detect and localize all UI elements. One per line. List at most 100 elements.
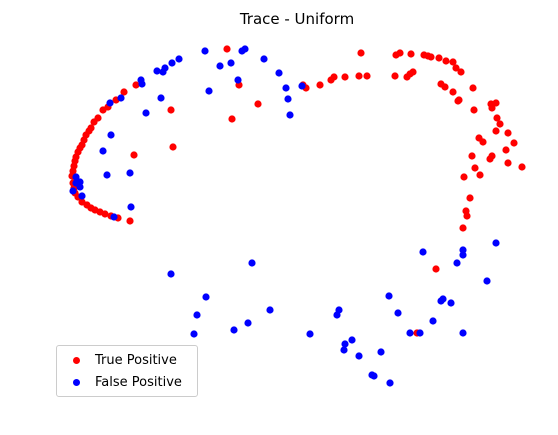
false-positive-point [341, 340, 349, 348]
false-positive-point [453, 259, 461, 267]
false-positive-point [429, 317, 437, 325]
legend-entry-false-positive: False Positive [63, 371, 191, 393]
true-positive-point [479, 138, 487, 146]
legend-entry-true-positive: True Positive [63, 349, 191, 371]
false-positive-point [126, 169, 134, 177]
true-positive-point [223, 45, 231, 53]
false-positive-point [190, 330, 198, 338]
false-positive-point [492, 239, 500, 247]
false-positive-point [348, 336, 356, 344]
true-positive-point [435, 54, 443, 62]
false-positive-point [416, 329, 424, 337]
true-positive-point [427, 53, 435, 61]
true-positive-point [132, 81, 140, 89]
true-positive-point [442, 57, 450, 65]
true-positive-point [407, 50, 415, 58]
true-positive-point [90, 118, 98, 126]
false-positive-point [385, 292, 393, 300]
false-positive-point [406, 329, 414, 337]
false-positive-point [377, 348, 385, 356]
true-positive-point [396, 49, 404, 57]
false-positive-point [266, 306, 274, 314]
false-positive-point [284, 95, 292, 103]
true-positive-point [341, 73, 349, 81]
true-positive-point [363, 72, 371, 80]
false-positive-point [78, 192, 86, 200]
false-positive-point [286, 111, 294, 119]
false-positive-point [175, 55, 183, 63]
false-positive-point [282, 84, 290, 92]
false-positive-point [106, 99, 114, 107]
true-positive-point [99, 106, 107, 114]
legend-label-true-positive: True Positive [95, 352, 177, 368]
true-positive-point [391, 72, 399, 80]
false-positive-point [201, 47, 209, 55]
true-positive-point [452, 64, 460, 72]
true-positive-point [468, 152, 476, 160]
true-positive-point [449, 88, 457, 96]
true-positive-point [476, 171, 484, 179]
true-positive-point [492, 99, 500, 107]
false-positive-point [193, 311, 201, 319]
true-positive-point [409, 68, 417, 76]
points-layer [68, 45, 526, 387]
true-positive-point [492, 127, 500, 135]
chart-title: Trace - Uniform [239, 10, 354, 28]
false-positive-point [227, 59, 235, 67]
false-positive-point [99, 147, 107, 155]
false-positive-point [103, 171, 111, 179]
false-positive-point [230, 326, 238, 334]
false-positive-point [234, 76, 242, 84]
true-positive-point [502, 146, 510, 154]
true-positive-point [130, 151, 138, 159]
true-positive-point [493, 114, 501, 122]
legend: True Positive False Positive [56, 345, 198, 397]
true-positive-point [459, 224, 467, 232]
false-positive-point [370, 372, 378, 380]
legend-label-false-positive: False Positive [95, 374, 182, 390]
false-positive-point [202, 293, 210, 301]
false-positive-point [127, 203, 135, 211]
true-positive-point [454, 97, 462, 105]
true-positive-point [327, 76, 335, 84]
false-positive-point [168, 59, 176, 67]
true-positive-point [120, 88, 128, 96]
true-positive-point [471, 164, 479, 172]
false-positive-point [138, 80, 146, 88]
true-positive-point [486, 155, 494, 163]
false-positive-point [157, 94, 165, 102]
false-positive-point [447, 299, 455, 307]
true-positive-point [228, 115, 236, 123]
false-positive-point [275, 69, 283, 77]
false-positive-point [110, 213, 118, 221]
true-positive-point [441, 83, 449, 91]
false-positive-point [69, 187, 77, 195]
true-positive-point [518, 163, 526, 171]
false-positive-point [167, 270, 175, 278]
false-positive-point [159, 68, 167, 76]
true-positive-point [510, 139, 518, 147]
false-positive-point [306, 330, 314, 338]
true-positive-point [101, 210, 109, 218]
true-positive-point [432, 265, 440, 273]
true-positive-point [466, 194, 474, 202]
false-positive-point [483, 277, 491, 285]
true-positive-point [496, 120, 504, 128]
true-positive-point [357, 49, 365, 57]
false-positive-point [244, 319, 252, 327]
legend-marker-false-positive [73, 378, 80, 386]
true-positive-point [167, 106, 175, 114]
true-positive-point [463, 212, 471, 220]
false-positive-point [153, 67, 161, 75]
true-positive-point [504, 129, 512, 137]
true-positive-point [126, 217, 134, 225]
false-positive-point [241, 45, 249, 53]
true-positive-point [254, 100, 262, 108]
true-positive-point [316, 81, 324, 89]
true-positive-point [488, 104, 496, 112]
legend-marker-true-positive [73, 356, 80, 364]
true-positive-point [469, 84, 477, 92]
false-positive-point [298, 82, 306, 90]
false-positive-point [333, 311, 341, 319]
